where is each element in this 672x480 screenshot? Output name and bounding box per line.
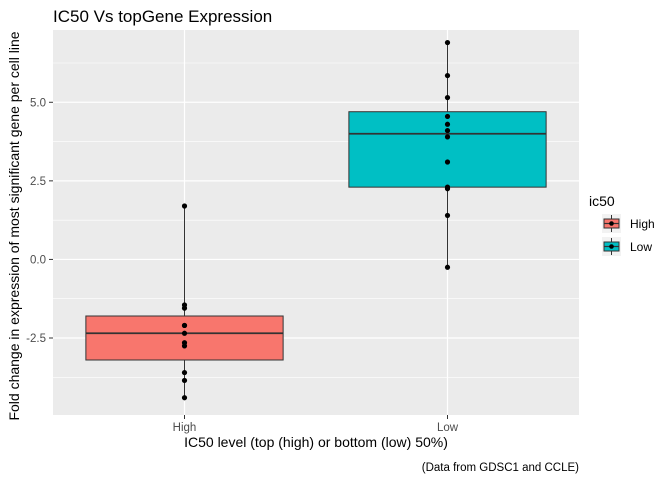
x-tick-label: High <box>173 422 197 434</box>
data-point <box>444 212 451 219</box>
legend: ic50 High Low <box>589 193 655 256</box>
data-point <box>444 72 451 79</box>
data-point <box>444 127 451 134</box>
y-tick-label: 5.0 <box>30 97 46 109</box>
x-axis-title: IC50 level (top (high) or bottom (low) 5… <box>184 434 448 450</box>
data-point <box>444 159 451 165</box>
x-tick-label: Low <box>437 422 459 434</box>
data-point <box>181 322 188 329</box>
legend-label: High <box>630 217 655 231</box>
data-point <box>181 343 188 349</box>
data-points <box>181 39 451 401</box>
legend-title: ic50 <box>589 193 615 209</box>
data-point <box>444 113 451 120</box>
data-point <box>181 203 188 209</box>
data-point <box>181 305 188 311</box>
chart-caption: (Data from GDSC1 and CCLE) <box>422 462 579 474</box>
box-high <box>85 315 284 361</box>
legend-key-point <box>609 244 614 249</box>
data-point <box>444 264 451 270</box>
legend-key-point <box>609 221 614 226</box>
chart-title: IC50 Vs topGene Expression <box>53 7 272 26</box>
y-axis-ticks: -2.5 0.0 2.5 5.0 <box>26 97 53 345</box>
data-point <box>444 94 451 101</box>
x-axis-ticks: High Low <box>173 415 459 434</box>
data-point <box>444 121 451 127</box>
data-point <box>181 395 188 401</box>
y-tick-label: 2.5 <box>30 176 46 188</box>
data-point <box>181 377 188 384</box>
minor-gridlines <box>53 62 579 378</box>
data-point <box>444 134 451 140</box>
legend-label: Low <box>630 240 652 254</box>
y-tick-label: 0.0 <box>30 254 46 266</box>
data-point <box>444 186 451 192</box>
y-axis-title: Fold change in expression of most signif… <box>6 31 22 420</box>
data-point <box>181 369 188 376</box>
data-point <box>444 39 451 46</box>
y-tick-label: -2.5 <box>26 333 46 345</box>
data-point <box>181 330 188 336</box>
